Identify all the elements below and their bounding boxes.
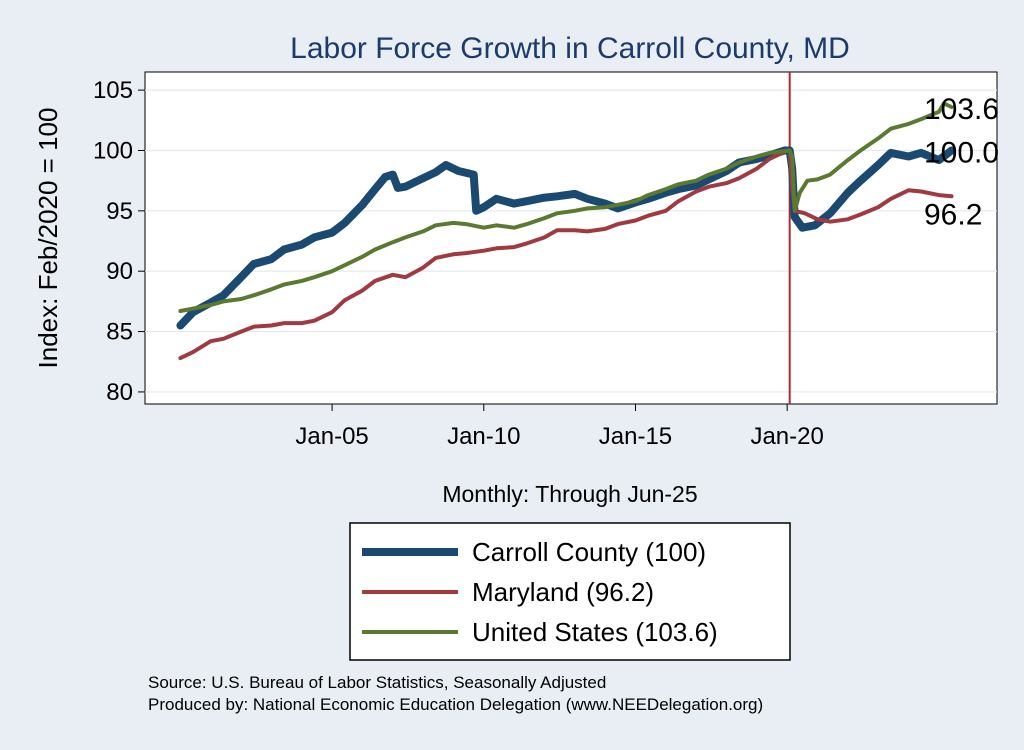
chart-title: Labor Force Growth in Carroll County, MD [290, 32, 850, 65]
legend-label-2: United States (103.6) [472, 617, 718, 647]
x-tick-label-Jan-05: Jan-05 [295, 423, 368, 450]
series-lines [176, 101, 956, 361]
series-line-2 [178, 101, 954, 313]
plot-area [144, 71, 998, 405]
x-tick-label-Jan-20: Jan-20 [750, 423, 823, 450]
legend-label-1: Maryland (96.2) [472, 577, 654, 607]
source-note: Source: U.S. Bureau of Labor Statistics,… [148, 673, 606, 692]
y-tick-label-90: 90 [106, 258, 133, 285]
y-tick-label-85: 85 [106, 319, 133, 346]
x-tick-label-Jan-15: Jan-15 [599, 423, 672, 450]
series-line-0 [176, 146, 956, 330]
x-tick-label-Jan-10: Jan-10 [447, 423, 520, 450]
end-label-0: 100.0 [924, 136, 999, 169]
x-axis-ticks: Jan-05 Jan-10 Jan-15 Jan-20 [295, 404, 824, 450]
x-axis-label: Monthly: Through Jun-25 [442, 481, 697, 507]
y-tick-label-105: 105 [93, 77, 133, 104]
legend: Carroll County (100) Maryland (96.2) Unite… [349, 522, 791, 661]
y-tick-label-95: 95 [106, 198, 133, 225]
end-label-1: 96.2 [924, 198, 982, 231]
y-tick-label-80: 80 [106, 379, 133, 406]
y-axis-label: Index: Feb/2020 = 100 [33, 108, 63, 369]
series-line-1 [178, 148, 954, 361]
end-label-2: 103.6 [924, 93, 999, 126]
producer-note: Produced by: National Economic Education… [148, 695, 763, 714]
legend-label-0: Carroll County (100) [472, 537, 706, 567]
y-tick-label-100: 100 [93, 137, 133, 164]
y-axis-ticks: 80 85 90 95 100 105 [93, 77, 145, 406]
